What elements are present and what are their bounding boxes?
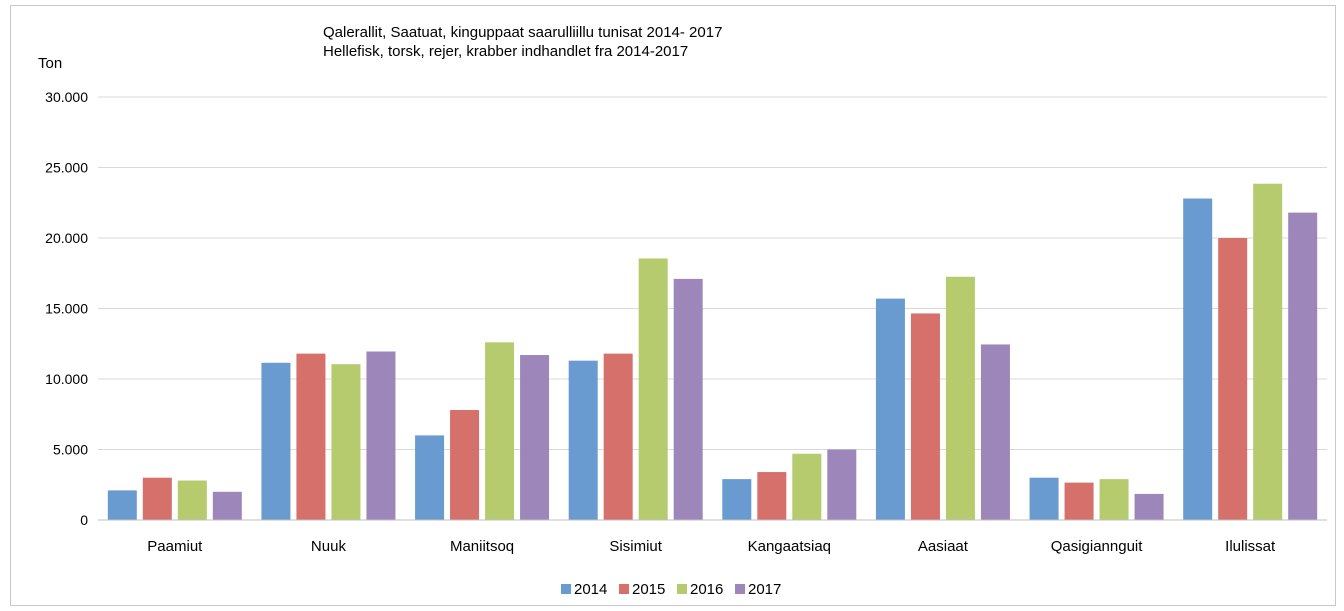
y-axis-ticks: 0 5.000 10.000 15.000 20.000 25.000 30.000 [45,89,88,528]
bar-2014-Maniitsoq [415,435,445,520]
bar-2016-Qasigiannguit [1099,479,1129,520]
bar-2014-Aasiaat [875,298,905,520]
legend-swatch [561,584,571,594]
bar-2017-Kangaatsiaq [827,449,857,520]
bar-2016-Kangaatsiaq [792,453,822,520]
bar-2016-Sisimiut [638,258,668,520]
bar-2016-Maniitsoq [485,342,515,520]
legend-swatch [677,584,687,594]
bar-2017-Aasiaat [980,344,1010,520]
y-tick-label: 30.000 [45,89,88,105]
legend-label: 2017 [748,581,781,598]
bar-2015-Paamiut [142,477,172,520]
legend-label: 2016 [690,581,723,598]
bar-2014-Qasigiannguit [1029,477,1059,520]
category-label: Ilulissat [1225,538,1276,555]
category-label: Maniitsoq [450,538,514,555]
legend-label: 2014 [574,581,607,598]
y-tick-label: 0 [80,512,88,528]
bar-2014-Ilulissat [1183,198,1213,520]
legend-label: 2015 [632,581,665,598]
bar-2016-Ilulissat [1253,183,1283,520]
bar-2016-Paamiut [177,480,207,520]
chart-title: Qalerallit, Saatuat, kinguppaat saarulli… [323,24,723,41]
chart-frame [10,5,1336,606]
bar-2016-Aasiaat [945,276,975,520]
bar-2015-Aasiaat [910,313,940,520]
legend-swatch [619,584,629,594]
bar-2014-Nuuk [261,362,291,520]
bar-2017-Ilulissat [1288,212,1318,520]
bar-2016-Nuuk [331,364,361,520]
bar-2017-Paamiut [212,491,242,520]
legend: 2014 2015 2016 2017 [561,581,781,598]
category-label: Nuuk [311,538,347,555]
y-tick-label: 20.000 [45,230,88,246]
y-tick-label: 25.000 [45,160,88,176]
bar-2017-Qasigiannguit [1134,493,1164,520]
chart-subtitle: Hellefisk, torsk, rejer, krabber indhand… [323,43,689,60]
bar-2015-Kangaatsiaq [757,472,787,520]
bar-2015-Nuuk [296,353,326,520]
bar-2015-Ilulissat [1218,238,1248,520]
category-label: Paamiut [147,538,203,555]
bar-2014-Sisimiut [568,360,598,520]
category-label: Qasigiannguit [1051,538,1144,555]
bar-2014-Kangaatsiaq [722,479,752,520]
y-tick-label: 10.000 [45,371,88,387]
bar-2015-Sisimiut [603,353,633,520]
category-label: Kangaatsiaq [748,538,831,555]
bars [107,183,1318,520]
y-tick-label: 5.000 [53,442,88,458]
bar-2014-Paamiut [107,490,137,520]
y-tick-label: 15.000 [45,301,88,317]
category-label: Aasiaat [918,538,969,555]
y-axis-label: Ton [38,55,63,72]
legend-swatch [735,584,745,594]
bar-2015-Maniitsoq [450,410,480,520]
bar-2017-Sisimiut [673,278,703,520]
category-labels: Paamiut Nuuk Maniitsoq Sisimiut Kangaatsiaq A… [147,538,1276,555]
bar-2017-Nuuk [366,351,396,520]
bar-2017-Maniitsoq [520,355,550,520]
bar-2015-Qasigiannguit [1064,482,1094,520]
category-label: Sisimiut [609,538,662,555]
